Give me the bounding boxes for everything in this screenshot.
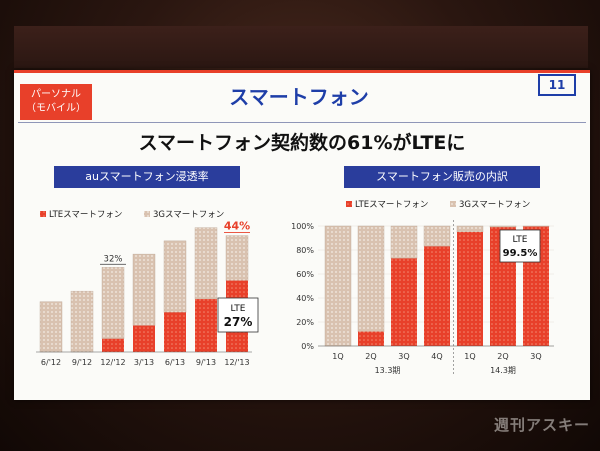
charts-canvas: LTEスマートフォン 3Gスマートフォン 6/'12 9/'12 12/'12 32% 3/…	[36, 200, 554, 376]
left-x-tick-label: 12/'12	[100, 358, 125, 367]
right-x-tick-label: 4Q	[431, 352, 442, 361]
left-bar-3g	[101, 267, 125, 339]
category-tag-line2: （モバイル）	[26, 103, 86, 114]
right-group-label: 14.3期	[490, 366, 516, 375]
right-legend-label: 3Gスマートフォン	[459, 200, 530, 210]
slide-top-line	[14, 70, 590, 73]
left-bar-3g	[194, 227, 218, 300]
right-callout-box	[499, 229, 541, 263]
left-x-tick-label: 12/'13	[224, 358, 249, 367]
left-callout-value: 27%	[224, 315, 253, 329]
left-legend-label: 3Gスマートフォン	[153, 210, 224, 220]
left-legend-swatch	[40, 211, 46, 217]
left-legend-swatch	[144, 211, 150, 217]
right-y-tick-label: 40%	[296, 294, 314, 303]
left-bar-lte	[195, 299, 217, 352]
left-x-tick-label: 6/'12	[41, 358, 61, 367]
left-x-tick-label: 3/'13	[134, 358, 154, 367]
left-bar-3g	[39, 301, 63, 353]
right-x-tick-label: 1Q	[464, 352, 475, 361]
right-bar-3g	[390, 225, 418, 259]
left-bar-3g	[70, 290, 94, 353]
left-callout-box	[217, 297, 259, 333]
right-bar-lte	[457, 232, 483, 346]
right-x-tick-label: 3Q	[398, 352, 409, 361]
left-callout-label: LTE	[231, 304, 246, 314]
right-x-tick-label: 2Q	[365, 352, 376, 361]
right-bar-3g	[423, 225, 451, 247]
right-legend-swatch	[450, 201, 456, 207]
left-x-tick-label: 9/'12	[72, 358, 92, 367]
screen-top-area	[14, 26, 588, 68]
page-number: 11	[538, 74, 576, 96]
left-bar-lte	[164, 312, 186, 352]
right-legend-label: LTEスマートフォン	[355, 200, 428, 210]
right-bar-lte	[391, 258, 417, 346]
right-x-tick-label: 3Q	[530, 352, 541, 361]
slide-title: スマートフォン	[229, 85, 369, 109]
title-divider	[18, 122, 586, 123]
left-x-tick-label: 9/'13	[196, 358, 216, 367]
left-bar-3g	[225, 235, 249, 281]
right-chart-title: スマートフォン販売の内訳	[344, 166, 540, 188]
right-bar-3g	[489, 225, 517, 228]
right-bar-lte	[424, 246, 450, 346]
right-y-tick-label: 80%	[296, 246, 314, 255]
right-y-tick-label: 60%	[296, 270, 314, 279]
right-x-tick-label: 2Q	[497, 352, 508, 361]
presentation-slide: パーソナル （モバイル） スマートフォン 11 スマートフォン契約数の61%がL…	[14, 70, 590, 400]
watermark-logo: 週刊アスキー	[493, 416, 590, 434]
left-bar-3g	[163, 240, 187, 313]
right-bar-3g	[324, 225, 352, 347]
right-bar-lte	[358, 331, 384, 346]
left-legend-label: LTEスマートフォン	[49, 210, 122, 220]
left-data-label: 32%	[104, 254, 123, 264]
right-group-label: 13.3期	[375, 366, 401, 375]
right-y-tick-label: 100%	[291, 222, 314, 231]
left-data-label: 44%	[224, 220, 250, 233]
right-bar-3g	[357, 225, 385, 332]
right-legend-swatch	[346, 201, 352, 207]
category-tag-line1: パーソナル	[31, 89, 81, 100]
right-callout-label: LTE	[513, 235, 528, 245]
left-bar-3g	[132, 253, 156, 326]
left-chart-title: auスマートフォン浸透率	[54, 166, 240, 188]
right-callout-value: 99.5%	[503, 248, 538, 259]
right-bar-3g	[456, 225, 484, 233]
category-tag: パーソナル （モバイル）	[20, 84, 92, 120]
right-y-tick-label: 20%	[296, 318, 314, 327]
left-bar-lte	[133, 325, 155, 352]
right-x-tick-label: 1Q	[332, 352, 343, 361]
right-y-tick-label: 0%	[301, 342, 314, 351]
right-bar-3g	[522, 225, 550, 227]
slide-headline: スマートフォン契約数の61%がLTEに	[138, 132, 466, 154]
left-x-tick-label: 6/'13	[165, 358, 185, 367]
left-bar-lte	[102, 338, 124, 352]
